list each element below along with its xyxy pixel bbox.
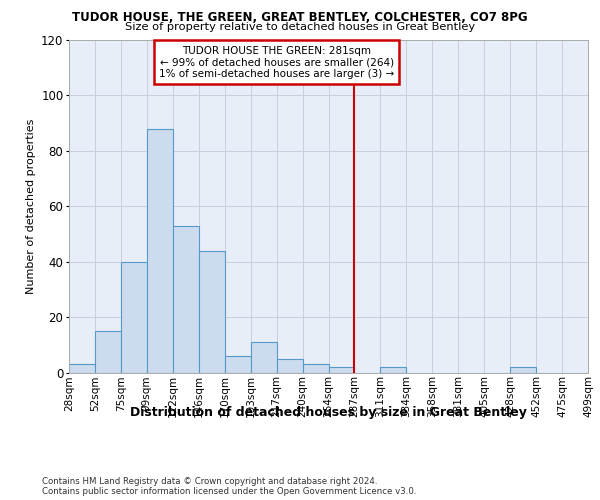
Bar [251,342,277,372]
Bar [277,358,302,372]
Bar [329,367,355,372]
Bar [510,367,536,372]
Bar [95,331,121,372]
Text: TUDOR HOUSE THE GREEN: 281sqm
← 99% of detached houses are smaller (264)
1% of s: TUDOR HOUSE THE GREEN: 281sqm ← 99% of d… [159,46,394,78]
Text: Contains HM Land Registry data © Crown copyright and database right 2024.
Contai: Contains HM Land Registry data © Crown c… [42,476,416,496]
Text: TUDOR HOUSE, THE GREEN, GREAT BENTLEY, COLCHESTER, CO7 8PG: TUDOR HOUSE, THE GREEN, GREAT BENTLEY, C… [72,11,528,24]
Bar [69,364,95,372]
Bar [225,356,251,372]
Bar [121,262,147,372]
Text: Size of property relative to detached houses in Great Bentley: Size of property relative to detached ho… [125,22,475,32]
Bar [199,250,224,372]
Bar [302,364,329,372]
Y-axis label: Number of detached properties: Number of detached properties [26,118,35,294]
Bar [380,367,406,372]
Text: Distribution of detached houses by size in Great Bentley: Distribution of detached houses by size … [130,406,527,419]
Bar [147,128,173,372]
Bar [173,226,199,372]
